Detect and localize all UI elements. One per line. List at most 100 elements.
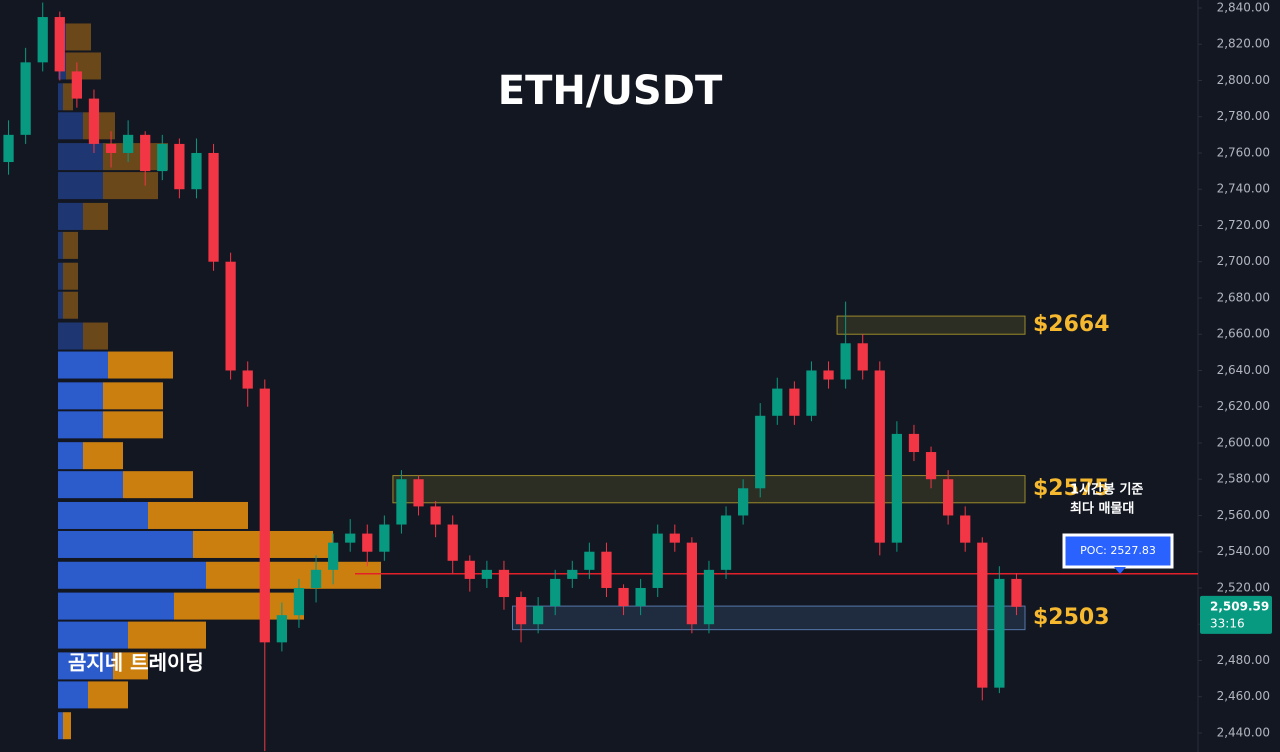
- candle-body: [908, 433, 920, 453]
- y-tick-label: 2,680.00: [1217, 290, 1270, 304]
- profile-buy: [58, 382, 103, 410]
- profile-buy: [58, 262, 63, 290]
- poc-note: 1시간봉 기준: [1070, 482, 1143, 498]
- candle-body: [738, 488, 749, 516]
- profile-buy: [58, 143, 103, 171]
- profile-buy: [58, 621, 128, 649]
- profile-buy: [58, 112, 83, 140]
- candle-body: [703, 569, 715, 625]
- candle-body: [823, 370, 834, 380]
- zone-label: $2664: [1033, 312, 1110, 337]
- profile-buy: [58, 351, 108, 379]
- y-tick-label: 2,460.00: [1217, 689, 1270, 703]
- profile-sell: [123, 471, 193, 499]
- profile-sell: [103, 411, 163, 439]
- profile-buy: [58, 652, 113, 680]
- candle-body: [925, 452, 937, 480]
- profile-buy: [58, 592, 174, 620]
- candle-body: [618, 587, 629, 607]
- candle-body: [772, 388, 783, 416]
- candle-body: [37, 17, 48, 63]
- profile-buy: [58, 471, 123, 499]
- candle-body: [584, 551, 595, 570]
- profile-buy: [58, 681, 88, 709]
- candle-body: [789, 388, 800, 416]
- candle-body: [720, 515, 732, 570]
- profile-sell: [103, 382, 163, 410]
- candle-body: [635, 587, 646, 607]
- candle-body: [140, 134, 151, 172]
- watermark: 곰지네 트레이딩: [68, 651, 204, 675]
- candle-body: [157, 143, 168, 172]
- candle-body: [464, 560, 475, 579]
- candle-body: [430, 506, 441, 525]
- countdown: 33:16: [1210, 616, 1245, 630]
- candle-body: [123, 134, 134, 153]
- zone-label: $2575: [1033, 476, 1110, 501]
- candle-body: [396, 479, 407, 525]
- candle-body: [960, 515, 971, 543]
- candle-body: [310, 569, 322, 588]
- candle-body: [533, 606, 544, 625]
- profile-sell: [63, 83, 73, 111]
- candle-body: [891, 433, 902, 543]
- candle-body: [174, 143, 185, 190]
- candle-body: [225, 261, 236, 371]
- price-zone: [512, 605, 1026, 631]
- poc-note: 최다 매물대: [1070, 501, 1134, 517]
- candle-body: [994, 578, 1005, 688]
- candle-body: [447, 524, 458, 561]
- y-tick-label: 2,560.00: [1217, 508, 1270, 522]
- y-tick-label: 2,740.00: [1217, 182, 1270, 196]
- candle-body: [1011, 578, 1022, 607]
- profile-sell: [83, 442, 123, 470]
- y-tick-label: 2,820.00: [1217, 37, 1270, 51]
- y-tick-label: 2,520.00: [1217, 580, 1270, 594]
- profile-sell: [83, 322, 108, 350]
- candle-body: [345, 533, 356, 543]
- profile-buy: [58, 231, 63, 259]
- profile-sell: [206, 561, 381, 589]
- profile-sell: [108, 351, 173, 379]
- profile-sell: [66, 52, 101, 80]
- candle-body: [652, 533, 663, 588]
- profile-buy: [58, 501, 148, 529]
- candle-body: [293, 587, 305, 616]
- y-tick-label: 2,580.00: [1217, 472, 1270, 486]
- candle-body: [567, 569, 578, 579]
- candle-body: [88, 98, 100, 144]
- profile-buy: [58, 561, 206, 589]
- candle-body: [515, 597, 527, 625]
- profile-sell: [63, 291, 78, 319]
- y-tick-label: 2,660.00: [1217, 327, 1270, 341]
- candle-body: [328, 542, 339, 570]
- y-tick-label: 2,760.00: [1217, 145, 1270, 159]
- y-tick-label: 2,620.00: [1217, 399, 1270, 413]
- candle-body: [3, 134, 14, 163]
- profile-buy: [58, 202, 83, 230]
- poc-pointer: [1114, 567, 1126, 574]
- profile-sell: [66, 23, 91, 51]
- profile-sell: [148, 501, 248, 529]
- candle-body: [686, 542, 697, 625]
- candle-body: [977, 542, 988, 688]
- profile-sell: [113, 652, 148, 680]
- y-tick-label: 2,480.00: [1217, 653, 1270, 667]
- profile-sell: [83, 202, 108, 230]
- poc-label: POC: 2527.83: [1080, 544, 1156, 557]
- last-price-tag: [1200, 595, 1272, 634]
- candle-body: [943, 479, 954, 516]
- profile-buy: [58, 712, 63, 740]
- price-zone: [392, 475, 1026, 504]
- candle-body: [669, 533, 680, 543]
- y-tick-label: 2,640.00: [1217, 363, 1270, 377]
- profile-sell: [103, 172, 158, 200]
- candle-body: [191, 152, 202, 190]
- y-tick-label: 2,600.00: [1217, 435, 1270, 449]
- profile-buy: [58, 411, 103, 439]
- candle-body: [550, 578, 561, 607]
- candle-body: [54, 17, 65, 72]
- candle-body: [806, 370, 817, 416]
